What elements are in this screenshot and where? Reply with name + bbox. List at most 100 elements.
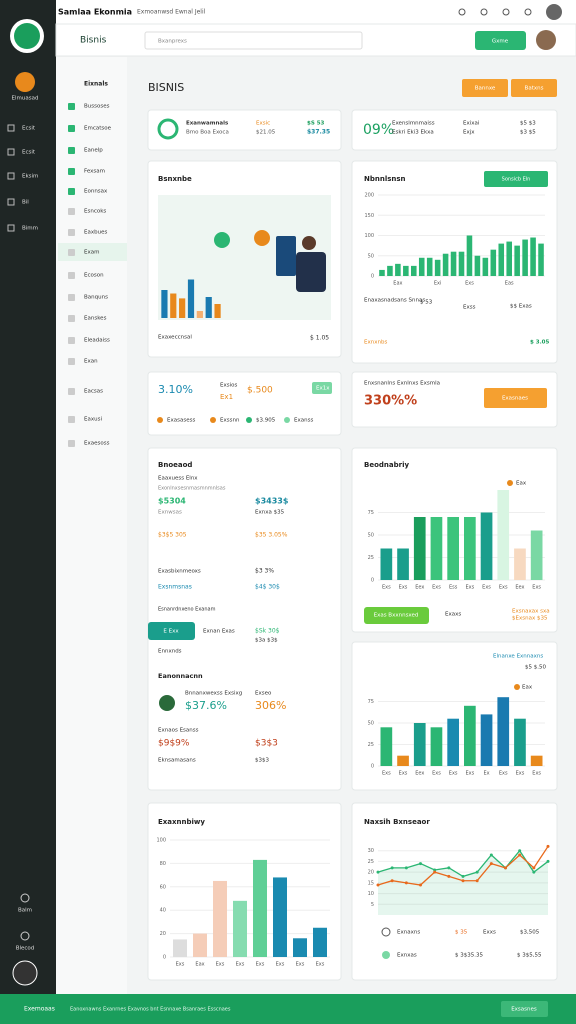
point — [461, 879, 465, 883]
label: $ 3.05 — [530, 340, 549, 346]
label: Batxns — [525, 86, 544, 92]
label: Elmuasad — [12, 96, 39, 102]
point — [504, 866, 507, 870]
bar — [293, 938, 307, 957]
point — [390, 866, 394, 870]
label: $ 53 — [420, 300, 433, 306]
x-tick-label: Exs — [532, 585, 541, 591]
label: $3$3 — [255, 739, 278, 749]
point — [532, 866, 536, 870]
x-tick-label: Exs — [316, 962, 325, 968]
menu-icon — [68, 294, 75, 301]
header-avatar — [536, 30, 556, 50]
label: $37.35 — [307, 129, 330, 136]
card-button[interactable] — [484, 388, 547, 408]
label: Eixnals — [84, 81, 108, 88]
label: Exnwsas — [158, 510, 182, 516]
menu-item: Banquns — [84, 295, 108, 301]
x-tick-label: Eax — [195, 962, 204, 968]
card-title: Bnoeaod — [158, 461, 192, 469]
page-button[interactable] — [511, 79, 557, 97]
label: Bil — [22, 200, 29, 206]
y-tick-label: 20 — [160, 931, 166, 937]
point — [518, 849, 522, 853]
label: Eanonnacnn — [158, 672, 203, 680]
bar — [480, 512, 493, 580]
footer — [0, 994, 576, 1024]
bar — [430, 517, 443, 580]
card — [147, 109, 342, 151]
tab[interactable] — [148, 622, 195, 640]
menu-icon — [68, 440, 75, 447]
menu-icon — [68, 388, 75, 395]
x-tick-label: Exs — [236, 962, 245, 968]
label: Elnanxe Exnnaxns — [493, 654, 543, 660]
x-tick-label: Exs — [532, 771, 541, 777]
card-button[interactable] — [484, 171, 548, 187]
card-title: Beodnabriy — [364, 461, 409, 469]
label: Exasbixnmeoxs — [158, 569, 201, 575]
x-tick-label: Exs — [382, 585, 391, 591]
menu-item: Ecoson — [84, 273, 104, 279]
menu-icon — [68, 416, 75, 423]
label: E Exx — [163, 629, 179, 635]
label: Ecsit — [22, 150, 36, 156]
y-tick-label: 40 — [160, 908, 166, 914]
menu-icon — [68, 358, 75, 365]
dot — [246, 417, 252, 423]
bar — [179, 298, 186, 318]
point — [461, 874, 465, 878]
search-box[interactable] — [144, 31, 363, 50]
page-button[interactable] — [462, 79, 508, 97]
x-tick-label: Exs — [516, 771, 525, 777]
label: $21.05 — [256, 130, 276, 136]
y-tick-label: 25 — [368, 555, 374, 561]
topbar — [56, 0, 576, 24]
bar — [497, 490, 510, 580]
label: Sonsicb Eln — [502, 177, 531, 183]
y-tick-label: 50 — [368, 533, 374, 539]
point — [433, 868, 437, 872]
label: $Sk 30$ — [255, 628, 280, 635]
bar — [514, 718, 526, 766]
card-button[interactable] — [364, 607, 429, 624]
card — [351, 109, 558, 151]
label: $$ Exas — [510, 304, 532, 310]
label: Exsic — [256, 121, 270, 127]
point — [518, 853, 522, 857]
label: $Exsnax $35 — [512, 616, 548, 622]
bar — [442, 253, 449, 276]
bar — [458, 251, 465, 276]
bar — [161, 290, 168, 318]
bar — [173, 939, 187, 957]
bar — [313, 927, 327, 957]
label: $3 3% — [255, 568, 274, 575]
bar — [447, 517, 459, 580]
label: Exnxa $35 — [255, 510, 285, 516]
y-tick-label: 25 — [368, 859, 374, 865]
x-tick-label: Exs — [432, 771, 441, 777]
bar — [514, 548, 526, 580]
bar — [253, 859, 267, 957]
label: Eksim — [22, 174, 38, 180]
label: 330%% — [364, 394, 417, 409]
label: Exonlnxsesnmasmnmnlsas — [158, 486, 226, 492]
top-icon — [502, 8, 510, 16]
label: Enaxasnadsans Snnas — [364, 298, 425, 304]
menu-icon — [68, 337, 75, 344]
avatar — [12, 960, 38, 986]
header-button[interactable] — [475, 31, 526, 50]
bar — [387, 265, 393, 276]
label: Exsasnes — [511, 1007, 537, 1013]
label: $.500 — [247, 386, 273, 396]
bar — [395, 263, 401, 276]
x-tick-label: Exs — [176, 962, 185, 968]
point — [489, 853, 493, 857]
y-tick-label: 75 — [368, 699, 374, 705]
footer-button[interactable] — [501, 1001, 548, 1017]
label: Exixai — [463, 121, 480, 127]
ring — [157, 118, 179, 140]
bar — [193, 933, 207, 957]
y-tick-label: 0 — [371, 764, 374, 770]
rail-icon — [20, 893, 30, 903]
